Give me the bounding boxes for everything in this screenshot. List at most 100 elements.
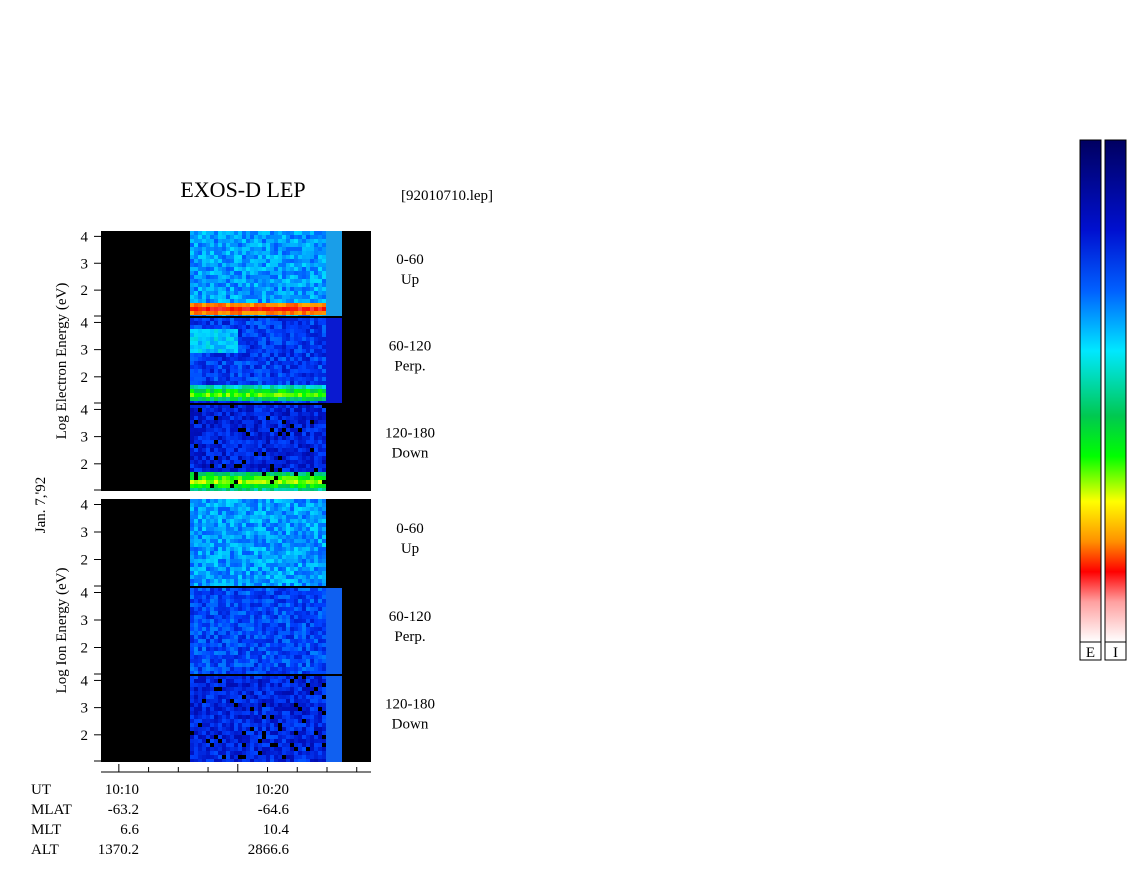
spectrogram-cell bbox=[198, 271, 202, 275]
spectrogram-cell bbox=[322, 623, 326, 627]
spectrogram-cell bbox=[274, 735, 278, 739]
spectrogram-cell bbox=[266, 759, 270, 762]
spectrogram-cell bbox=[254, 271, 258, 275]
spectrogram-cell bbox=[298, 703, 302, 707]
spectrogram-cell bbox=[238, 719, 242, 723]
spectrogram-cell bbox=[206, 295, 210, 299]
spectrogram-cell bbox=[230, 531, 234, 535]
spectrogram-cell bbox=[302, 321, 306, 325]
spectrogram-cell bbox=[202, 523, 206, 527]
spectrogram-cell bbox=[318, 643, 322, 647]
spectrogram-cell bbox=[246, 751, 250, 755]
spectrogram-cell bbox=[310, 408, 314, 412]
spectrogram-cell bbox=[234, 587, 238, 591]
spectrogram-cell bbox=[194, 460, 198, 464]
spectrogram-cell bbox=[258, 361, 262, 365]
spectrogram-cell bbox=[266, 515, 270, 519]
spectrogram-cell bbox=[278, 440, 282, 444]
spectrogram-cell bbox=[322, 349, 326, 353]
spectrogram-cell bbox=[222, 543, 226, 547]
spectrogram-cell bbox=[310, 687, 314, 691]
spectrogram-cell bbox=[286, 563, 290, 567]
spectrogram-cell bbox=[318, 735, 322, 739]
spectrogram-cell bbox=[290, 675, 294, 679]
spectrogram-cell bbox=[194, 231, 198, 235]
spectrogram-cell bbox=[198, 325, 202, 329]
spectrogram-cell bbox=[322, 671, 326, 675]
spectrogram-cell bbox=[306, 317, 310, 321]
spectrogram-cell bbox=[254, 743, 258, 747]
spectrogram-cell bbox=[218, 412, 222, 416]
spectrogram-cell bbox=[206, 663, 210, 667]
spectrogram-cell bbox=[310, 448, 314, 452]
spectrogram-cell bbox=[254, 231, 258, 235]
spectrogram-cell bbox=[206, 547, 210, 551]
spectrogram-cell bbox=[262, 231, 266, 235]
spectrogram-cell bbox=[306, 523, 310, 527]
spectrogram-cell bbox=[298, 488, 302, 491]
spectrogram-cell bbox=[266, 401, 270, 404]
spectrogram-cell bbox=[262, 743, 266, 747]
spectrogram-cell bbox=[234, 267, 238, 271]
spectrogram-cell bbox=[242, 373, 246, 377]
spectrogram-cell bbox=[314, 333, 318, 337]
spectrogram-cell bbox=[190, 460, 194, 464]
spectrogram-cell bbox=[310, 325, 314, 329]
spectrogram-cell bbox=[286, 488, 290, 491]
spectrogram-cell bbox=[234, 329, 238, 333]
spectrogram-cell bbox=[314, 247, 318, 251]
spectrogram-cell bbox=[242, 687, 246, 691]
spectrogram-cell bbox=[314, 683, 318, 687]
spectrogram-cell bbox=[298, 345, 302, 349]
spectrogram-cell bbox=[254, 627, 258, 631]
spectrogram-cell bbox=[222, 377, 226, 381]
spectrogram-cell bbox=[222, 715, 226, 719]
spectrogram-cell bbox=[302, 231, 306, 235]
spectrogram-cell bbox=[206, 287, 210, 291]
spectrogram-cell bbox=[238, 341, 242, 345]
spectrogram-cell bbox=[274, 255, 278, 259]
spectrogram-cell bbox=[230, 303, 234, 307]
spectrogram-cell bbox=[258, 727, 262, 731]
spectrogram-cell bbox=[282, 663, 286, 667]
spectrogram-cell bbox=[278, 416, 282, 420]
spectrogram-cell bbox=[210, 325, 214, 329]
spectrogram-cell bbox=[194, 555, 198, 559]
spectrogram-cell bbox=[322, 567, 326, 571]
spectrogram-cell bbox=[282, 353, 286, 357]
spectrogram-cell bbox=[242, 404, 246, 408]
spectrogram-cell bbox=[238, 611, 242, 615]
spectrogram-cell bbox=[270, 743, 274, 747]
spectrogram-cell bbox=[302, 369, 306, 373]
spectrogram-cell bbox=[270, 687, 274, 691]
spectrogram-cell bbox=[270, 287, 274, 291]
spectrogram-cell bbox=[226, 440, 230, 444]
spectrogram-cell bbox=[314, 567, 318, 571]
spectrogram-cell bbox=[226, 251, 230, 255]
spectrogram-cell bbox=[278, 464, 282, 468]
y-tick-label: 3 bbox=[81, 256, 89, 272]
spectrogram-cell bbox=[290, 291, 294, 295]
spectrogram-cell bbox=[322, 507, 326, 511]
spectrogram-cell bbox=[250, 751, 254, 755]
spectrogram-cell bbox=[282, 448, 286, 452]
spectrogram-cell bbox=[210, 751, 214, 755]
spectrogram-cell bbox=[290, 369, 294, 373]
spectrogram-cell bbox=[306, 452, 310, 456]
spectrogram-cell bbox=[234, 655, 238, 659]
spectrogram-cell bbox=[294, 539, 298, 543]
spectrogram-cell bbox=[286, 619, 290, 623]
spectrogram-cell bbox=[202, 595, 206, 599]
spectrogram-cell bbox=[302, 695, 306, 699]
spectrogram-cell bbox=[310, 259, 314, 263]
spectrogram-cell bbox=[214, 707, 218, 711]
spectrogram-cell bbox=[194, 440, 198, 444]
spectrogram-cell bbox=[298, 535, 302, 539]
spectrogram-cell bbox=[274, 527, 278, 531]
spectrogram-cell bbox=[238, 263, 242, 267]
spectrogram-cell bbox=[278, 699, 282, 703]
spectrogram-cell bbox=[250, 468, 254, 472]
spectrogram-cell bbox=[210, 247, 214, 251]
spectrogram-cell bbox=[298, 299, 302, 303]
spectrogram-cell bbox=[190, 452, 194, 456]
